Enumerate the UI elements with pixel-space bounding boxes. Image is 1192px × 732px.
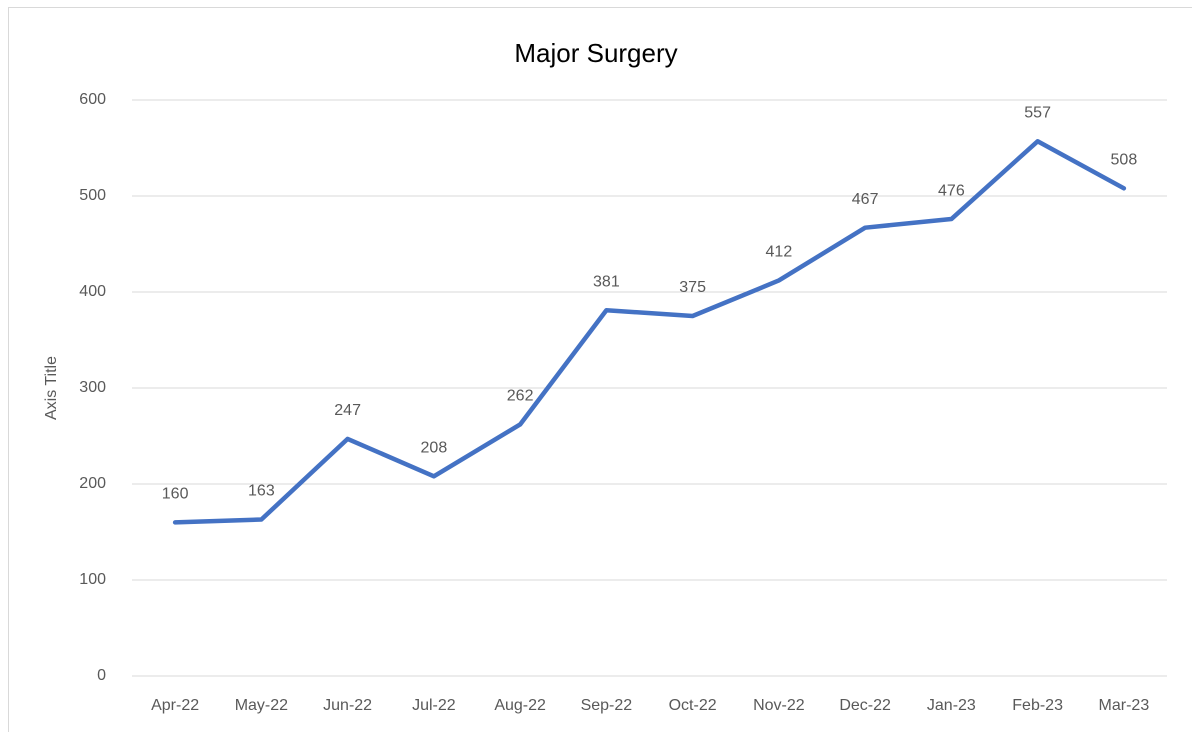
- y-tick-label: 600: [79, 91, 106, 108]
- x-tick-label: Mar-23: [1099, 697, 1150, 714]
- y-tick-label: 200: [79, 475, 106, 492]
- y-tick-label: 100: [79, 571, 106, 588]
- data-label: 508: [1111, 152, 1138, 169]
- chart-border: [8, 7, 1192, 732]
- y-axis-title: Axis Title: [43, 356, 60, 420]
- x-tick-label: Apr-22: [151, 697, 199, 714]
- x-tick-label: Sep-22: [581, 697, 633, 714]
- data-label: 375: [679, 279, 706, 296]
- x-tick-label: Aug-22: [494, 697, 546, 714]
- x-tick-label: Oct-22: [669, 697, 717, 714]
- chart-title: Major Surgery: [514, 38, 677, 68]
- x-tick-label: Dec-22: [839, 697, 891, 714]
- x-tick-label: Jan-23: [927, 697, 976, 714]
- data-label: 247: [334, 402, 361, 419]
- x-tick-label: Nov-22: [753, 697, 805, 714]
- y-tick-label: 300: [79, 379, 106, 396]
- data-label: 381: [593, 273, 620, 290]
- data-label: 262: [507, 388, 534, 405]
- data-label: 208: [421, 440, 448, 457]
- y-tick-label: 400: [79, 283, 106, 300]
- data-label: 412: [766, 244, 793, 261]
- data-label: 476: [938, 182, 965, 199]
- data-label: 163: [248, 483, 275, 500]
- x-tick-label: Jul-22: [412, 697, 456, 714]
- line: [172, 139, 1127, 525]
- data-label: 557: [1024, 104, 1051, 121]
- data-label: 467: [852, 191, 879, 208]
- x-tick-label: Jun-22: [323, 697, 372, 714]
- x-tick-label: Feb-23: [1012, 697, 1063, 714]
- y-tick-label: 0: [97, 667, 106, 684]
- x-tick-label: May-22: [235, 697, 288, 714]
- data-label: 160: [162, 486, 189, 503]
- y-tick-label: 500: [79, 187, 106, 204]
